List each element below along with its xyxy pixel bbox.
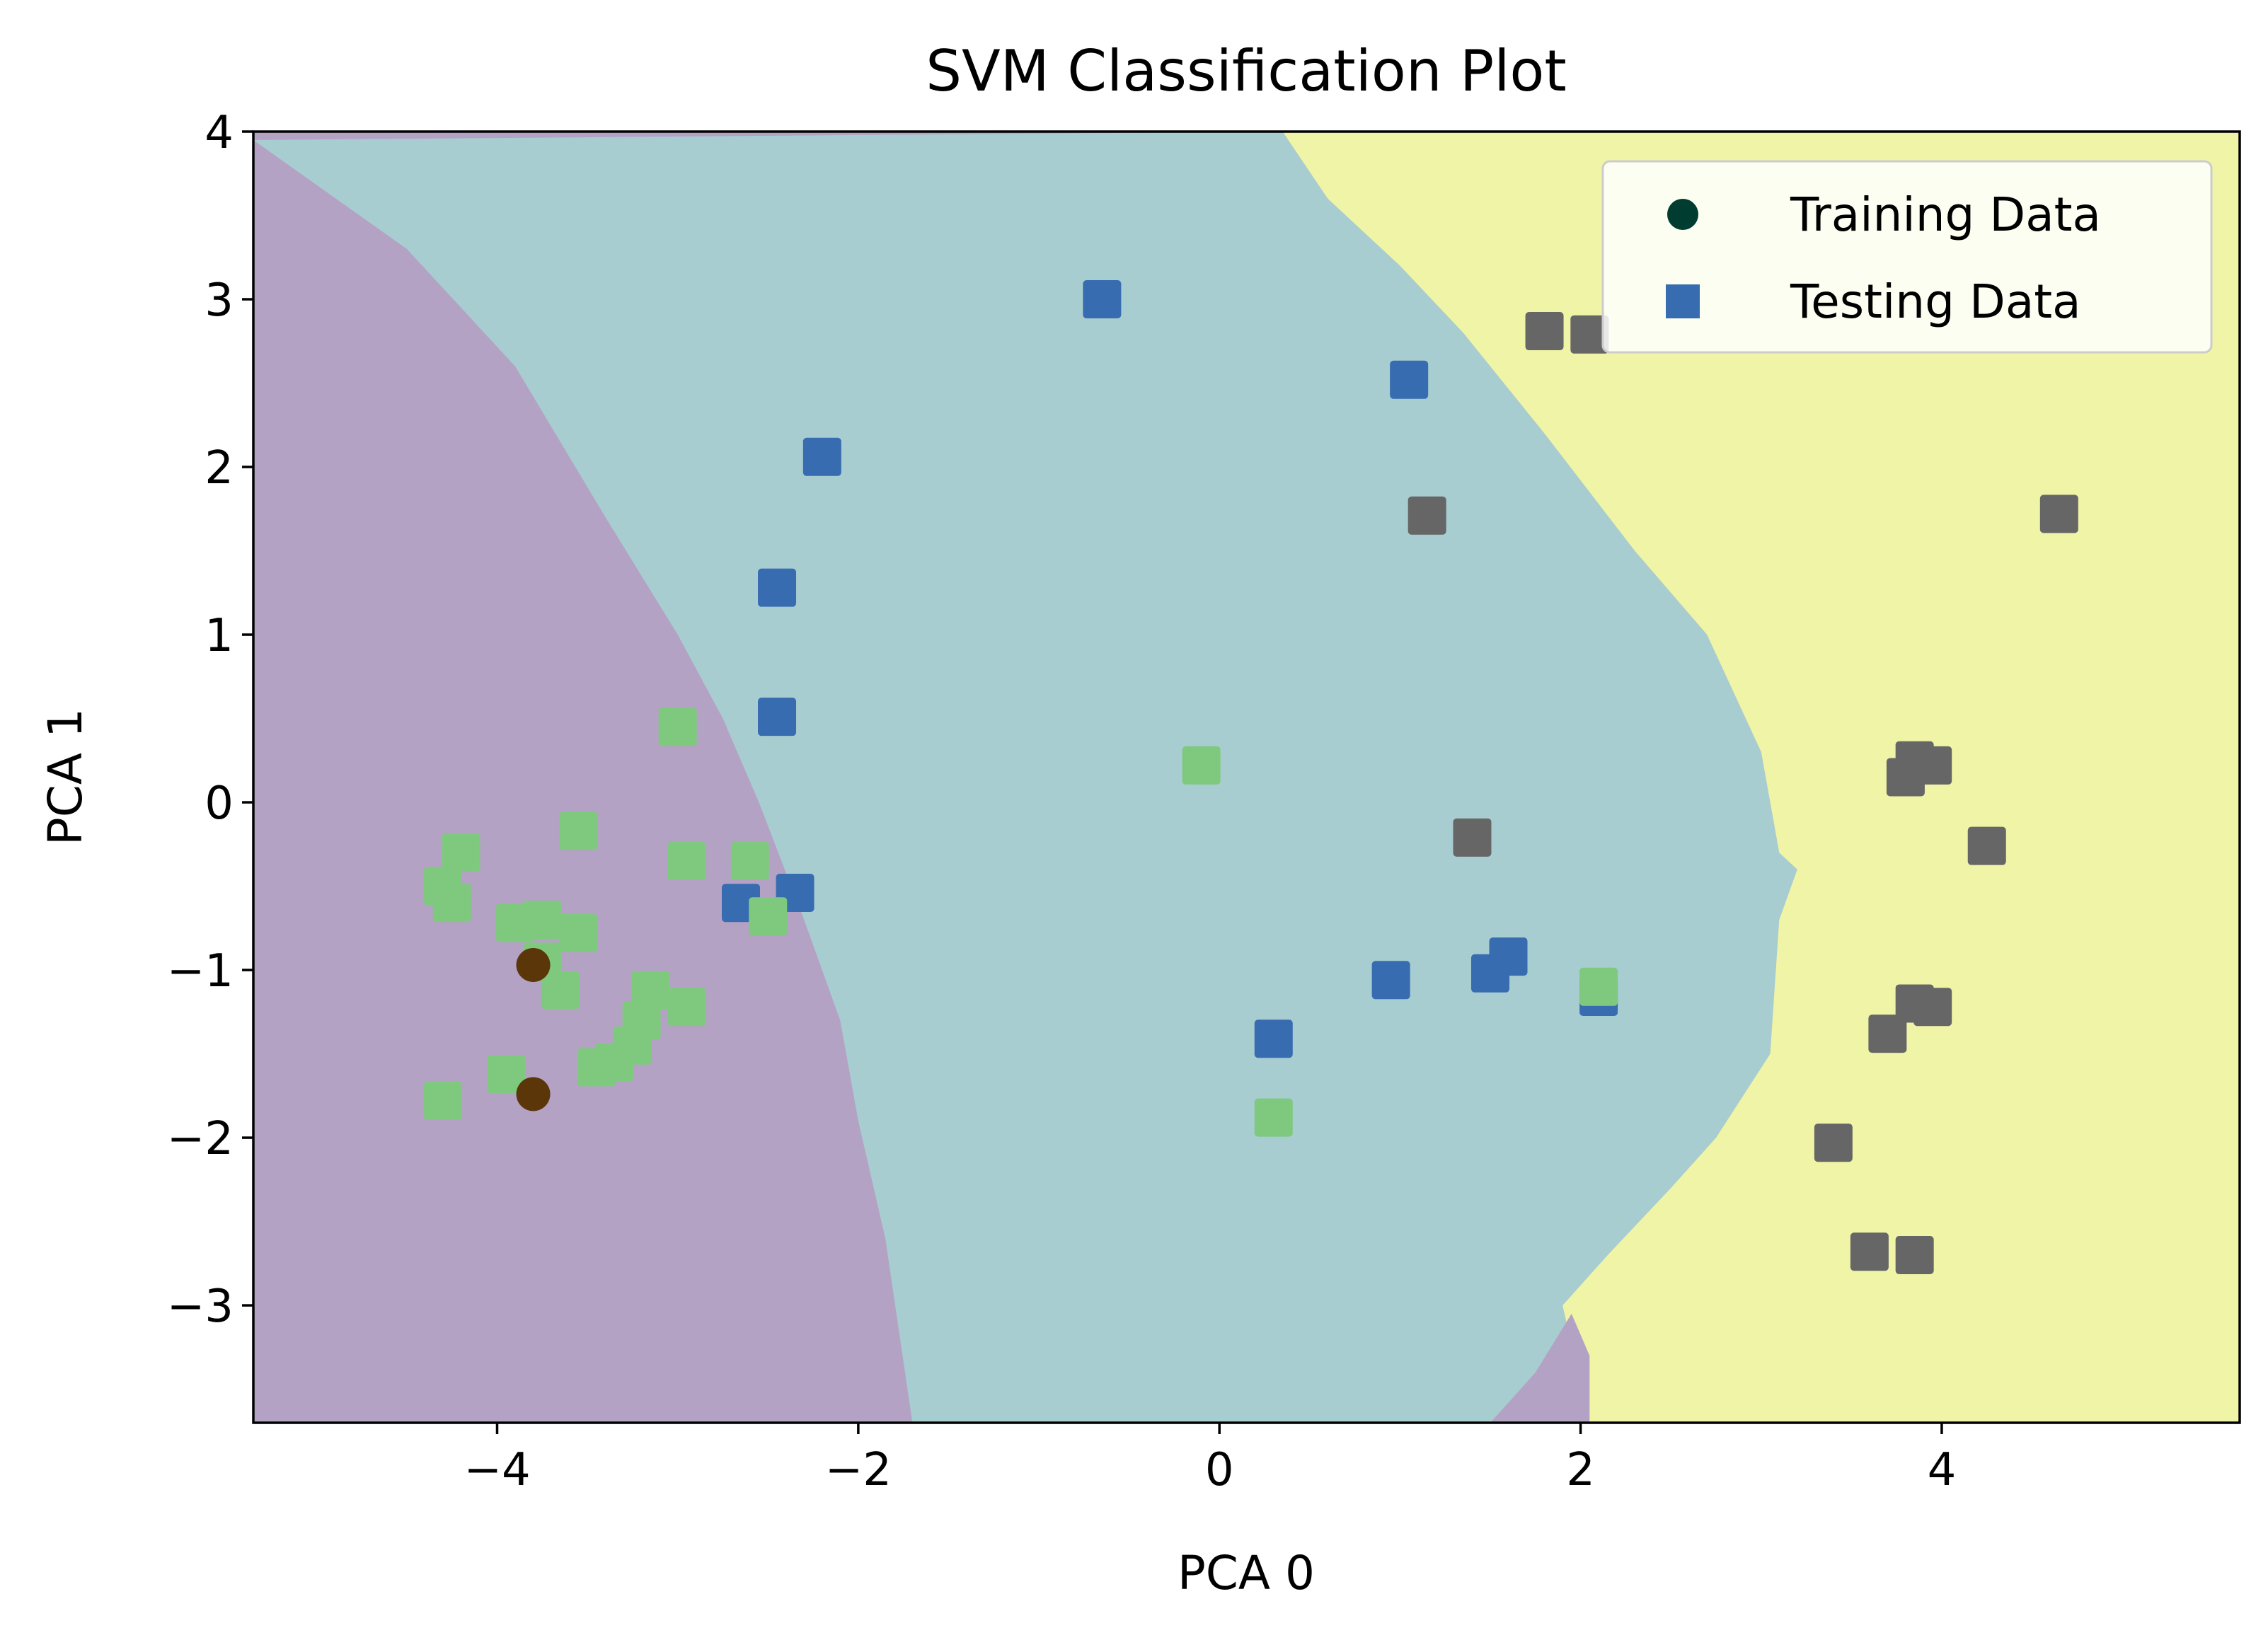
testing-data-point: [1453, 818, 1492, 857]
testing-data-point: [1868, 1015, 1907, 1053]
testing-data-point: [423, 1081, 462, 1120]
legend-testing-label: Testing Data: [1790, 275, 2081, 329]
testing-data-point: [2039, 495, 2078, 533]
legend-testing-marker: [1666, 284, 1700, 318]
chart-title: SVM Classification Plot: [926, 38, 1567, 104]
testing-data-point: [730, 842, 769, 881]
plot-frame: [252, 130, 2241, 1424]
x-tick-label: −4: [464, 1444, 530, 1496]
y-axis-label: PCA 1: [38, 708, 93, 845]
y-tick-label: −2: [167, 1113, 234, 1165]
decision-region-class-0-pocket: [1490, 1313, 1590, 1423]
training-data-point: [516, 1077, 551, 1111]
testing-data-point: [667, 988, 706, 1027]
x-axis-label: PCA 0: [1178, 1546, 1315, 1600]
testing-data-point: [758, 568, 797, 607]
x-tick-label: 4: [1928, 1444, 1957, 1496]
testing-data-point: [541, 971, 580, 1010]
y-tick-label: 2: [205, 442, 234, 495]
testing-data-point: [1579, 967, 1618, 1006]
legend: Training Data Testing Data: [1601, 160, 2213, 354]
testing-data-point: [559, 913, 598, 952]
decision-region-class-2: [1282, 132, 2240, 1423]
y-axis-ticks: −3 −2 −1 0 1 2 3 4: [167, 107, 253, 1333]
testing-data-point: [1570, 315, 1609, 354]
data-points: [423, 280, 2078, 1274]
x-tick-label: 0: [1205, 1444, 1234, 1496]
legend-training-label: Training Data: [1790, 187, 2101, 242]
testing-data-point: [658, 707, 697, 746]
testing-data-point: [523, 900, 562, 939]
y-tick-label: −3: [167, 1281, 234, 1333]
testing-data-point: [1913, 988, 1952, 1027]
testing-data-point: [1254, 1019, 1293, 1058]
testing-data-point: [1814, 1123, 1853, 1162]
decision-region-class-1: [253, 132, 1797, 1423]
testing-data-point: [1254, 1098, 1293, 1137]
testing-data-point: [442, 833, 480, 872]
legend-box: [1601, 160, 2213, 354]
testing-data-point: [487, 1055, 526, 1094]
y-tick-label: −1: [167, 945, 234, 998]
testing-data-point: [1967, 826, 2006, 865]
testing-data-point: [1408, 496, 1446, 535]
testing-data-point: [1895, 1235, 1934, 1274]
testing-data-point: [1083, 280, 1122, 319]
testing-data-point: [1850, 1232, 1889, 1271]
y-tick-label: 4: [205, 107, 234, 159]
testing-data-point: [667, 842, 706, 881]
x-axis-ticks: −4 −2 0 2 4: [464, 1423, 1956, 1496]
testing-data-point: [1886, 758, 1925, 797]
x-tick-label: 2: [1566, 1444, 1595, 1496]
y-tick-label: 3: [205, 275, 234, 327]
x-tick-label: −2: [825, 1444, 892, 1496]
testing-data-point: [631, 971, 670, 1010]
testing-data-point: [758, 698, 797, 736]
testing-data-point: [749, 897, 788, 936]
testing-data-point: [802, 437, 841, 476]
testing-data-point: [577, 1048, 616, 1087]
testing-data-point: [1371, 961, 1410, 1000]
y-tick-label: 1: [205, 610, 234, 662]
testing-data-point: [432, 884, 471, 923]
testing-data-point: [1182, 746, 1221, 785]
testing-data-point: [1489, 937, 1528, 976]
testing-data-point: [1390, 360, 1429, 399]
legend-training-marker: [1667, 199, 1698, 230]
testing-data-point: [559, 811, 598, 850]
training-data-point: [516, 947, 551, 982]
testing-data-point: [1525, 312, 1564, 351]
y-tick-label: 0: [205, 778, 234, 830]
